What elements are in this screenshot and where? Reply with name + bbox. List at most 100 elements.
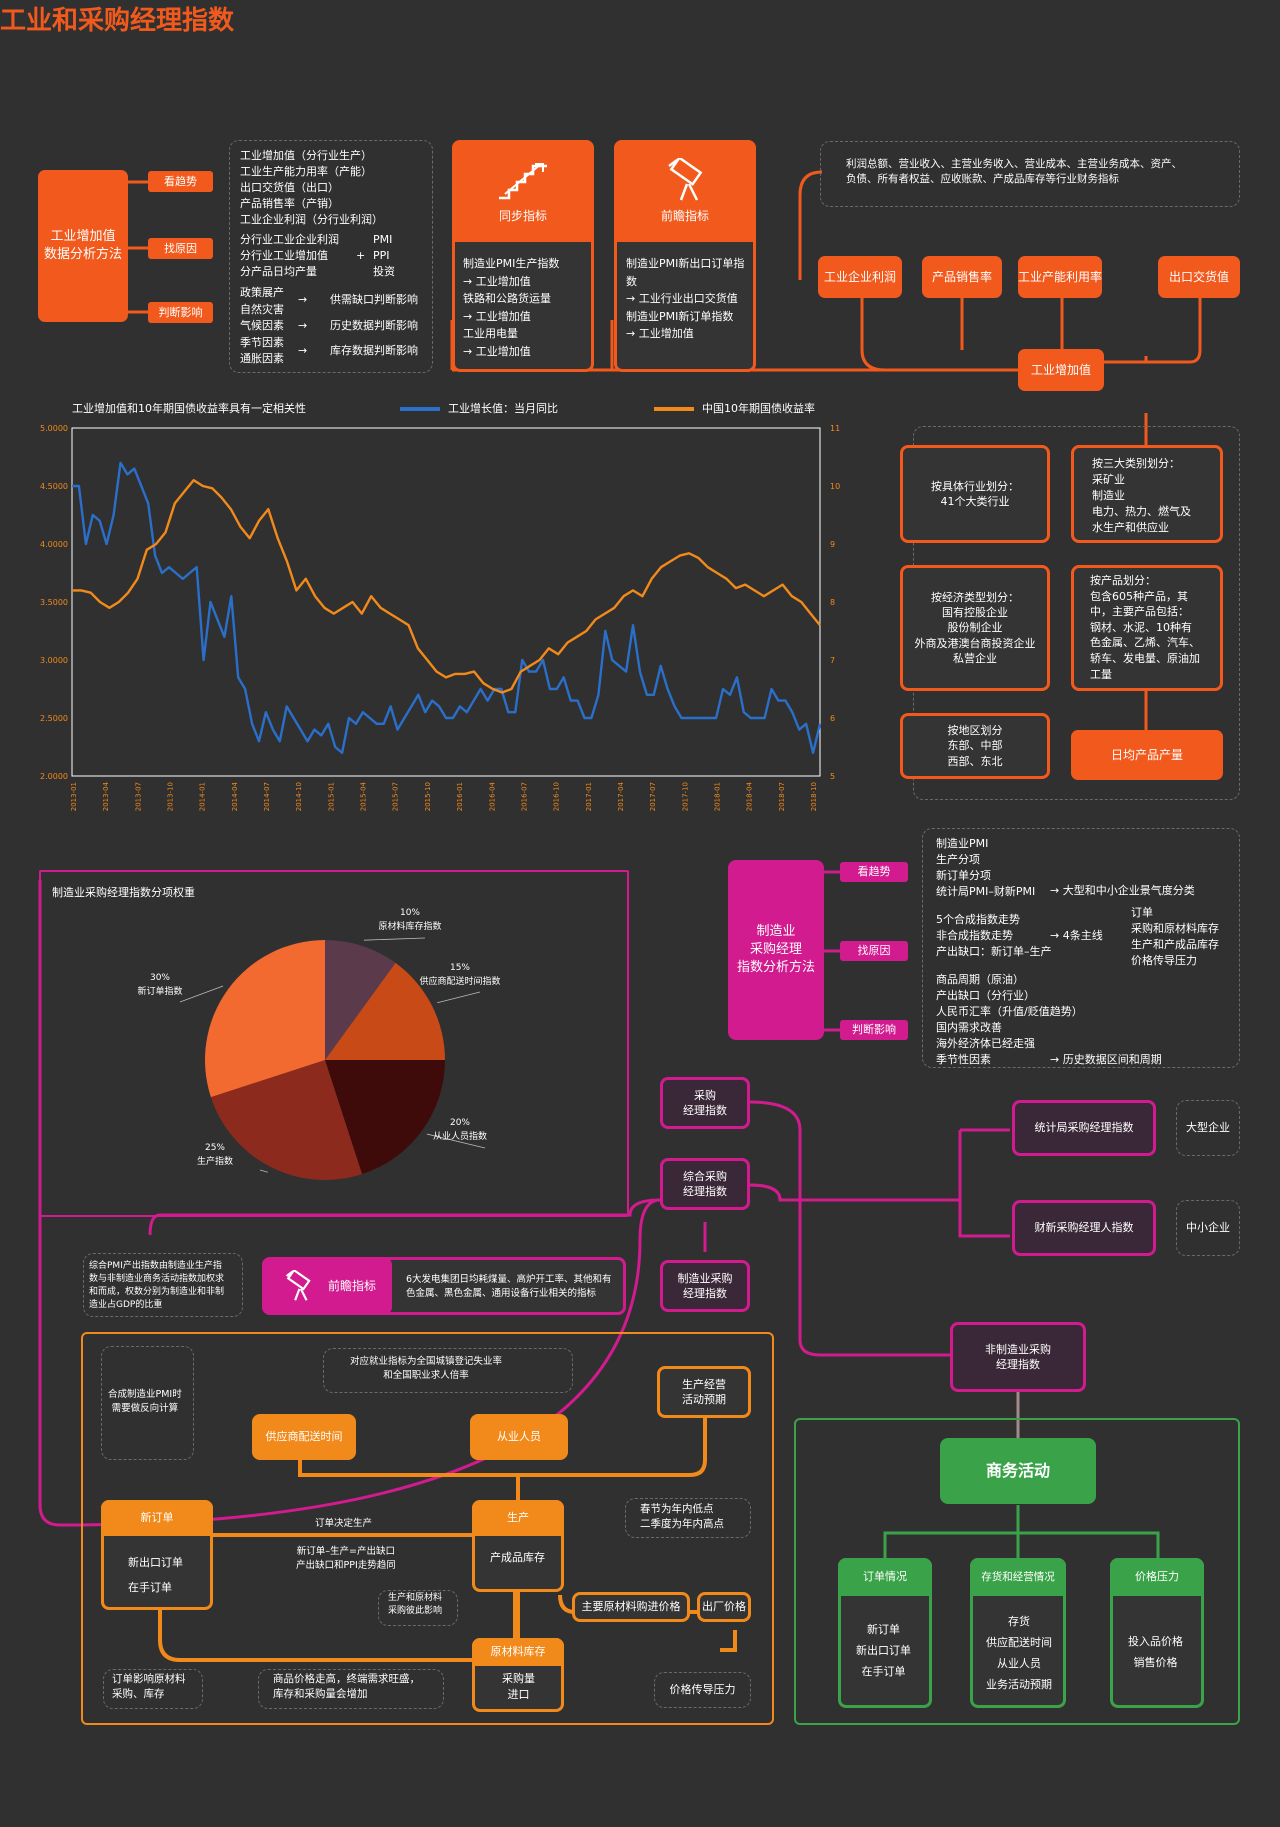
industrial-analysis-main: 工业增加值 数据分析方法 [38, 170, 128, 322]
pmi-trend-arrow: → 大型和中小企业景气度分类 [1050, 884, 1195, 897]
x-tick: 2014-01 [199, 782, 207, 811]
pie-chart-box [39, 870, 629, 1217]
trend-list: 工业增加值（分行业生产） 工业生产能力用率（产能） 出口交货值（出口） 产品销售率（产… [240, 149, 383, 226]
pie-leader-0 [363, 937, 426, 941]
x-tick: 2014-10 [295, 782, 303, 811]
pmi-list-box [922, 828, 1240, 1068]
y-right-tick: 8 [830, 598, 835, 607]
x-tick: 2016-01 [456, 782, 464, 811]
telescope-icon [285, 1270, 311, 1301]
node-caixin-pmi: 财新采购经理人指数 [1012, 1200, 1156, 1256]
y-left-tick: 4.5000 [40, 482, 68, 491]
financial-indicators-text: 利润总额、营业收入、主营业务收入、营业成本、主营业务成本、资产、 负债、所有者权益… [846, 158, 1182, 186]
mfg-components-box [81, 1332, 774, 1725]
pie-slice-4 [204, 940, 325, 1098]
pie-leader-3 [259, 1169, 268, 1173]
node-staff: 从业人员 [470, 1414, 568, 1460]
class-by-three: 按三大类别划分： 采矿业 制造业 电力、热力、燃气及 水生产和供应业 [1071, 445, 1223, 543]
pie-chart: 10% 原材料库存指数 15% 供应商配送时间指数 20% 从业人员指数 25% 生产指数 30… [137, 908, 501, 1180]
x-tick: 2018-01 [713, 782, 721, 811]
node-enterprise-profit: 工业企业利润 [818, 256, 902, 298]
y-left-tick: 2.0000 [40, 772, 68, 781]
pmi-tag-impact: 判断影响 [840, 1020, 908, 1040]
raw-inventory-head: 原材料库存 [472, 1638, 564, 1666]
pie-slice-0 [325, 940, 396, 1060]
class-by-product: 按产品划分： 包含605种产品，其 中，主要产品包括： 钢材、水泥、10种有 色金属、乙… [1071, 565, 1223, 691]
node-industrial-added-value: 工业增加值 [1018, 349, 1104, 391]
pmi-reason-right: 订单 采购和原材料库存 生产和产成品库存 价格传导压力 [1131, 906, 1219, 967]
legend-swatch-industrial [400, 407, 440, 411]
order-affect-box [103, 1669, 203, 1709]
reason-right-list: PMI PPI 投资 [373, 233, 395, 278]
large-enterprise: 大型企业 [1176, 1100, 1240, 1156]
output-gap-note: 新订单–生产=产出缺口 产出缺口和PPI走势趋同 [296, 1546, 396, 1571]
lead-items: 制造业PMI新出口订单指数 → 工业行业出口交货值 制造业PMI新订单指数 → 工业增… [626, 257, 745, 341]
raw-inventory-body: 采购量 进口 [502, 1672, 535, 1701]
x-tick: 2015-07 [392, 782, 400, 811]
pie-label-2: 从业人员指数 [433, 1130, 487, 1142]
chart-title: 工业增加值和10年期国债收益率具有一定相关性 [72, 402, 306, 415]
raw-note-box [378, 1590, 458, 1626]
daily-output: 日均产品产量 [1071, 730, 1223, 780]
x-tick: 2017-04 [617, 781, 625, 811]
card-price-head: 价格压力 [1110, 1558, 1204, 1596]
class-by-industry: 按具体行业划分： 41个大类行业 [900, 445, 1050, 543]
pie-leader-2 [426, 1133, 486, 1149]
sync-items: 制造业PMI生产指数 → 工业增加值 铁路和公路货运量 → 工业增加值 工业用电量 → 工… [463, 257, 560, 358]
telescope-icon [668, 157, 703, 201]
sync-indicator-header: 同步指标 [452, 140, 594, 242]
price-pressure-note: 价格传导压力 [654, 1672, 751, 1708]
x-tick: 2015-10 [424, 782, 432, 811]
composite-note: 综合PMI产出指数由制造业生产指 数与非制造业商务活动指数加权求 和而成，权数分别为… [89, 1261, 225, 1311]
x-tick: 2018-04 [746, 781, 754, 811]
y-right-tick: 10 [830, 482, 840, 491]
card-orders-body: 新订单 新出口订单 在手订单 [856, 1623, 911, 1678]
x-tick: 2016-04 [488, 781, 496, 811]
y-left-tick: 2.5000 [40, 714, 68, 723]
x-tick: 2016-07 [520, 782, 528, 811]
line-chart: 2.0000 2.5000 3.0000 3.5000 4.0000 4.5000 5.00… [40, 424, 840, 811]
node-sales-rate: 产品销售率 [922, 256, 1002, 298]
pie-slice-2 [325, 1060, 445, 1175]
reason-plus: + [356, 249, 366, 262]
production-body: 产成品库存 [490, 1551, 545, 1564]
node-mfg-pmi: 制造业采购 经理指数 [660, 1260, 750, 1312]
legend-label-industrial: 工业增长值：当月同比 [448, 402, 558, 415]
y-right-tick: 7 [830, 656, 835, 665]
y-left-tick: 3.5000 [40, 598, 68, 607]
order-decide-label: 订单决定生产 [315, 1518, 373, 1529]
pie-label-1: 供应商配送时间指数 [419, 975, 500, 987]
pmi-reason-list: 5个合成指数走势 非合成指数走势 产出缺口：新订单–生产 [936, 913, 1052, 958]
x-tick: 2017-01 [585, 782, 593, 811]
pie-leader-1 [437, 991, 481, 1004]
arrow-1: → [298, 293, 308, 306]
node-nbs-pmi: 统计局采购经理指数 [1012, 1100, 1156, 1156]
x-tick: 2014-07 [263, 782, 271, 811]
tag-reason: 找原因 [148, 238, 213, 259]
pie-value-2: 20% [450, 1118, 470, 1128]
card-inventory-head: 存货和经营情况 [970, 1558, 1066, 1596]
pmi-trend-list: 制造业PMI 生产分项 新订单分项 统计局PMI–财新PMI [936, 837, 1036, 898]
class-by-econ: 按经济类型划分： 国有控股企业 股份制企业 外商及港澳台商投资企业 私营企业 [900, 565, 1050, 691]
pie-label-0: 原材料库存指数 [378, 920, 441, 932]
node-export-delivery: 出口交货值 [1158, 256, 1240, 298]
y-left-tick: 3.0000 [40, 656, 68, 665]
pmi-calc-note: 合成制造业PMI时 需要做反向计算 [108, 1389, 182, 1414]
x-tick: 2013-07 [134, 782, 142, 811]
legend-label-bond: 中国10年期国债收益率 [702, 402, 815, 415]
card-inventory-body: 存货 供应配送时间 从业人员 业务活动预期 [986, 1615, 1052, 1691]
sme-enterprise: 中小企业 [1176, 1200, 1240, 1256]
pmi-lead-label: 前瞻指标 [262, 1257, 392, 1315]
production-head: 生产 [472, 1500, 564, 1536]
impact-inventory: 库存数据判断影响 [330, 344, 418, 357]
x-tick: 2018-10 [810, 782, 818, 811]
node-nonmfg-pmi: 非制造业采购 经理指数 [950, 1322, 1086, 1392]
node-business-activity: 商务活动 [940, 1438, 1096, 1504]
pie-slice-1 [325, 962, 445, 1060]
season-note: 春节为年内低点 二季度为年内高点 [640, 1503, 724, 1531]
x-tick: 2017-07 [649, 782, 657, 811]
stairs-icon [499, 162, 547, 199]
y-right-tick: 11 [830, 424, 840, 433]
emp-note: 对应就业指标为全国城镇登记失业率 和全国职业求人倍率 [350, 1356, 503, 1381]
y-right-tick: 5 [830, 772, 835, 781]
